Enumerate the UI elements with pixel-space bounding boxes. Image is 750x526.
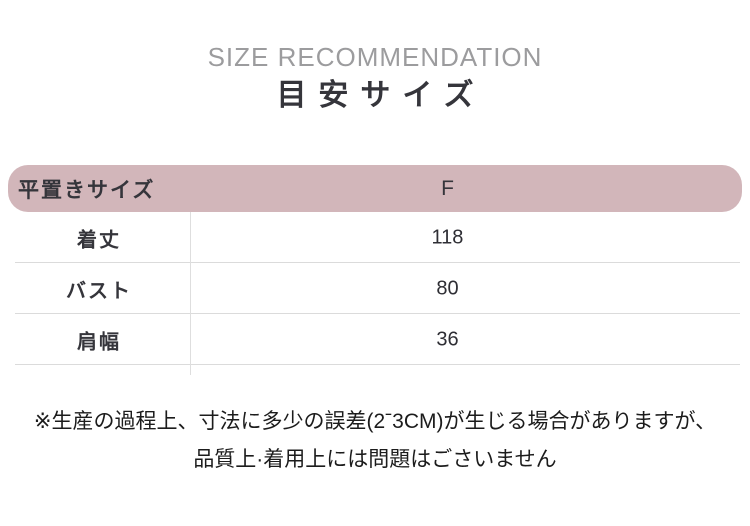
row-value: 118 xyxy=(431,226,464,248)
row-divider-line xyxy=(15,313,740,314)
table-row-length: 着丈 118 xyxy=(8,212,742,263)
note-line-1: ※生産の過程上、寸法に多少の誤差(2ˉ3CM)が生じる場合がありますが、 xyxy=(33,410,717,433)
row-label: 着丈 xyxy=(77,229,121,251)
row-divider-line xyxy=(15,262,740,263)
size-table: 平置きサイズ F 着丈 118 バスト 80 肩幅 36 xyxy=(8,165,742,375)
disclaimer-note: ※生産の過程上、寸法に多少の誤差(2ˉ3CM)が生じる場合がありますが、 品質上… xyxy=(0,403,750,479)
table-row-bust: バスト 80 xyxy=(8,263,742,314)
flat-size-header-label: 平置きサイズ xyxy=(18,178,156,202)
row-divider-line xyxy=(15,364,740,365)
row-label: バスト xyxy=(66,280,132,302)
note-line-2: 品質上·着用上には問題はごさいません xyxy=(193,448,557,471)
column-divider-line xyxy=(190,212,191,375)
row-label: 肩幅 xyxy=(77,331,121,353)
row-value: 36 xyxy=(436,328,459,350)
size-column-header: F xyxy=(441,176,454,200)
table-row-shoulder: 肩幅 36 xyxy=(8,314,742,365)
size-subtitle-en: SIZE RECOMMENDATION xyxy=(207,42,543,72)
table-body: 着丈 118 バスト 80 肩幅 36 xyxy=(8,212,742,375)
size-title-jp: 目安サイズ xyxy=(276,79,486,112)
table-header-row: 平置きサイズ F xyxy=(8,165,742,212)
row-value: 80 xyxy=(436,277,459,299)
